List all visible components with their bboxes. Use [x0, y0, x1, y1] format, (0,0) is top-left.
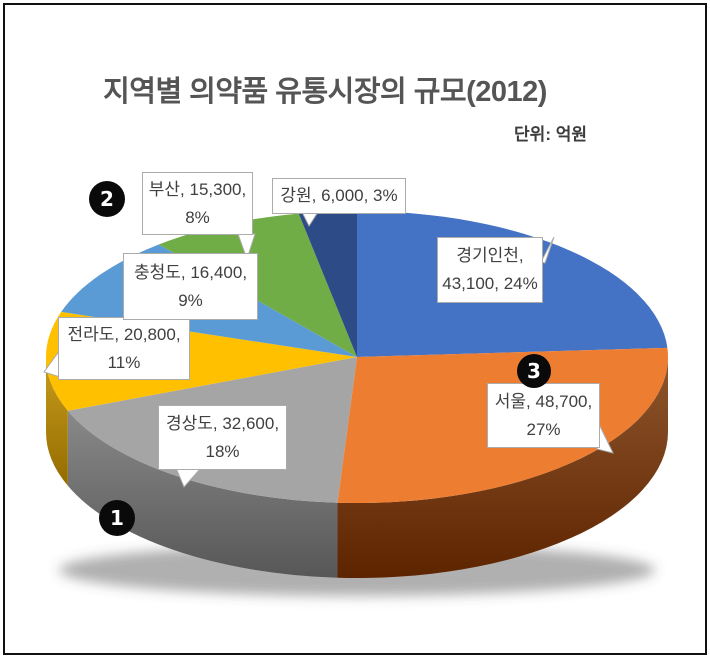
data-label-line: 경상도, 32,600,: [165, 413, 280, 433]
data-label-line: 11%: [107, 352, 141, 372]
chart-title: 지역별 의약품 유통시장의 규모(2012): [103, 76, 547, 108]
annotation-badge-3[interactable]: 3: [517, 354, 551, 388]
data-label-gyeongsang: 경상도, 32,600, 18%: [158, 405, 287, 470]
data-label-line: 43,100, 24%: [442, 274, 538, 293]
callout-pointer-gyeongsang: [175, 467, 203, 488]
data-label-line: 강원, 6,000, 3%: [280, 186, 398, 205]
data-label-line: 8%: [185, 207, 210, 227]
data-label-line: 서울, 48,700,: [494, 391, 593, 411]
data-label-line: 부산, 15,300,: [148, 179, 247, 199]
annotation-badge-1[interactable]: 1: [99, 500, 135, 536]
data-label-seoul: 서울, 48,700, 27%: [487, 383, 600, 448]
data-label-line: 9%: [178, 290, 203, 310]
callout-pointer-gyeonggi: [540, 236, 555, 264]
data-label-busan: 부산, 15,300, 8%: [142, 172, 253, 235]
pie-slice-side-경상도: [67, 410, 338, 578]
annotation-badge-2[interactable]: 2: [89, 181, 125, 217]
data-label-line: 18%: [205, 441, 240, 461]
data-label-chungcheong: 충청도, 16,400, 9%: [123, 253, 258, 320]
unit-label: 단위: 억원: [514, 125, 587, 144]
data-label-line: 충청도, 16,400,: [133, 262, 248, 282]
pie-slice-강원[interactable]: [298, 211, 357, 357]
data-label-gangwon: 강원, 6,000, 3%: [272, 178, 406, 214]
data-label-line: 전라도, 20,800,: [67, 324, 181, 344]
pie-slice-side-서울: [337, 357, 668, 579]
data-label-jeolla: 전라도, 20,800, 11%: [58, 317, 190, 380]
data-label-gyeonggi-incheon: 경기인천, 43,100, 24%: [437, 237, 543, 303]
pie-slice-side-전라도: [46, 357, 68, 486]
callout-pointer-gangwon: [301, 211, 319, 228]
data-label-line: 27%: [526, 419, 561, 439]
data-label-line: 경기인천,: [456, 246, 524, 265]
